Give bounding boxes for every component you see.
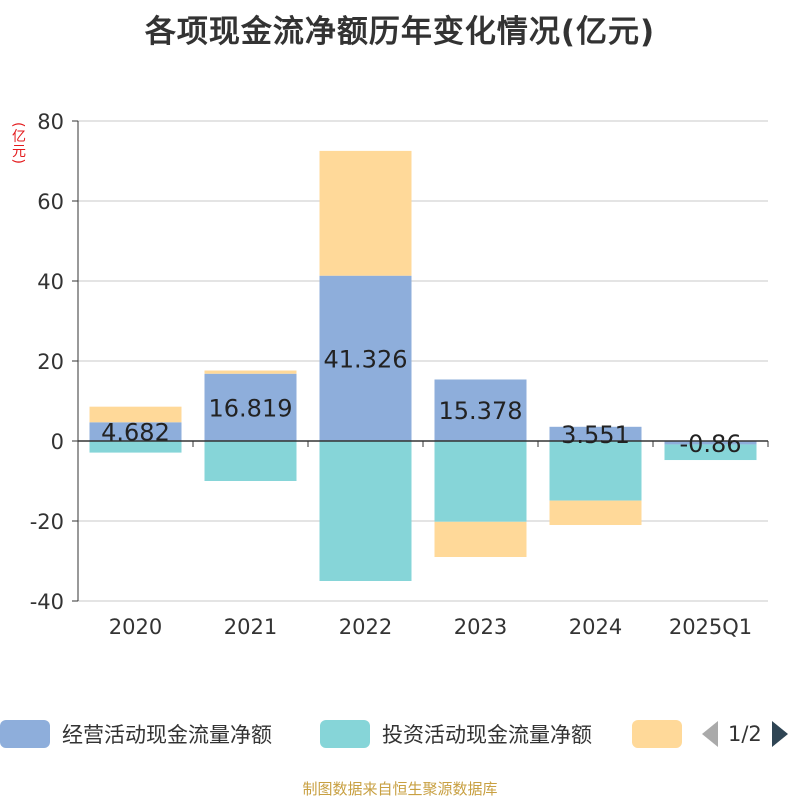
bar-2022-series-2: [319, 150, 412, 276]
data-label-2021: 16.819: [209, 394, 293, 422]
y-tick-label: 40: [37, 270, 64, 294]
bar-2024-series-1: [549, 441, 642, 501]
bar-2025Q1-series-1: [664, 444, 757, 461]
bar-2021-series-1: [204, 441, 297, 481]
bar-2020-series-0: [89, 422, 182, 441]
y-tick-label: -20: [30, 510, 64, 534]
bar-2020-series-2: [89, 406, 182, 423]
prev-page-icon[interactable]: [700, 719, 720, 749]
bar-2022-series-0: [319, 275, 412, 441]
y-tick-label: 60: [37, 190, 64, 214]
legend-item-investing[interactable]: 投资活动现金流量净额: [320, 716, 592, 752]
x-category-label: 2025Q1: [669, 615, 752, 639]
y-tick-label: 80: [37, 110, 64, 134]
data-label-2020: 4.682: [101, 419, 170, 447]
bar-2024-series-2: [549, 500, 642, 525]
bar-2021-series-0: [204, 373, 297, 441]
bar-2020-series-1: [89, 441, 182, 453]
bar-2023-series-2: [434, 521, 527, 557]
legend-swatch-investing: [320, 720, 370, 748]
legend-swatch-operating: [0, 720, 50, 748]
bar-2023-series-1: [434, 441, 527, 522]
page-indicator: 1/2: [728, 722, 762, 746]
bar-2022-series-1: [319, 441, 412, 581]
y-tick-label: 20: [37, 350, 64, 374]
data-label-2025Q1: -0.86: [679, 430, 741, 458]
next-page-icon[interactable]: [770, 719, 790, 749]
x-category-label: 2021: [224, 615, 277, 639]
x-category-label: 2022: [339, 615, 392, 639]
legend: 经营活动现金流量净额 投资活动现金流量净额 1/2: [0, 716, 800, 756]
x-category-label: 2024: [569, 615, 622, 639]
bar-2025Q1-series-0: [664, 441, 757, 445]
y-axis-unit: (亿元): [10, 122, 26, 165]
data-source-note: 制图数据来自恒生聚源数据库: [302, 780, 498, 798]
x-category-label: 2023: [454, 615, 507, 639]
legend-item-third[interactable]: [632, 716, 682, 752]
legend-item-operating[interactable]: 经营活动现金流量净额: [0, 716, 272, 752]
data-label-2023: 15.378: [439, 397, 523, 425]
x-category-label: 2020: [109, 615, 162, 639]
legend-label-operating: 经营活动现金流量净额: [62, 723, 272, 747]
legend-swatch-third: [632, 720, 682, 748]
bar-2023-series-0: [434, 379, 527, 441]
legend-label-investing: 投资活动现金流量净额: [382, 723, 592, 747]
legend-pager: 1/2: [700, 716, 790, 752]
chart-title: 各项现金流净额历年变化情况(亿元): [144, 14, 656, 50]
data-label-2024: 3.551: [561, 421, 630, 449]
y-tick-label: 0: [51, 430, 64, 454]
data-label-2022: 41.326: [324, 345, 408, 373]
y-tick-label: -40: [30, 590, 64, 614]
bar-2024-series-0: [549, 426, 642, 441]
stacked-bar-chart: -40 -20 0 20 40 60 80 4.682 16.819 41.326 15.378 3.…: [30, 110, 769, 639]
bar-2021-series-2: [204, 370, 297, 374]
